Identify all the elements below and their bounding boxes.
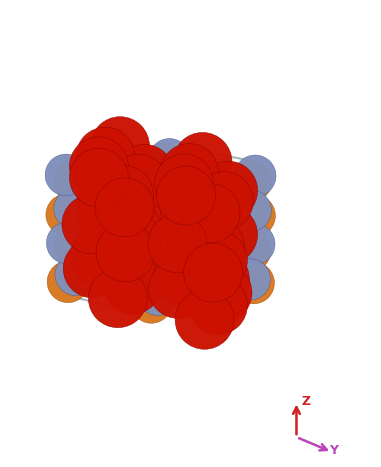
Text: Z: Z (301, 395, 310, 408)
Text: Y: Y (329, 444, 338, 457)
